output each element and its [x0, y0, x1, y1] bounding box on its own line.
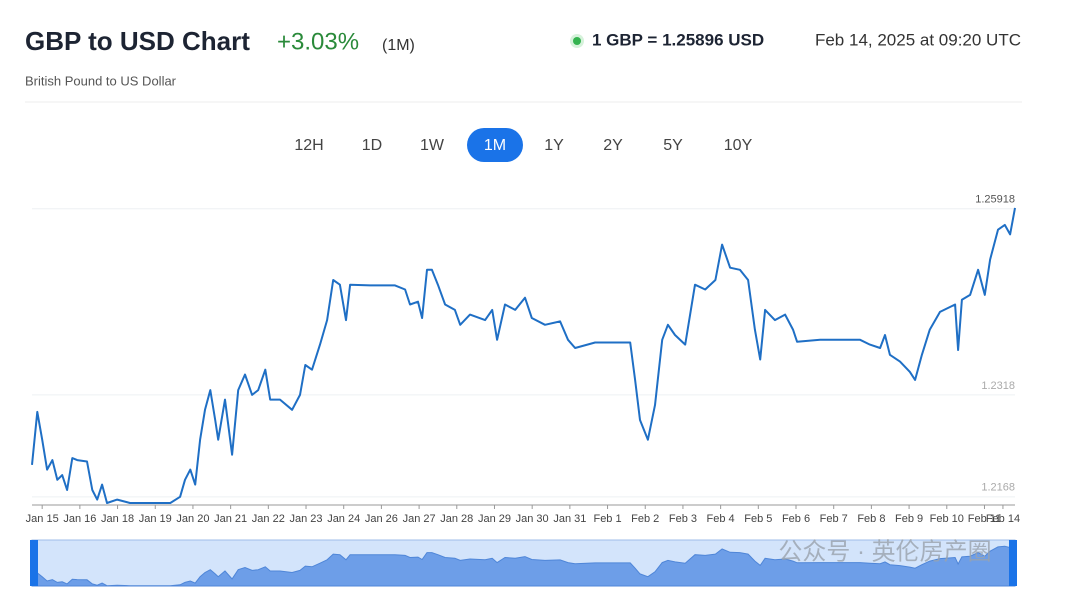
change: +3.03% [277, 28, 359, 55]
range-button[interactable]: 1Y [544, 137, 564, 154]
x-tick-label: Jan 31 [553, 513, 586, 525]
x-tick-label: Jan 18 [101, 513, 134, 525]
x-tick-label: Feb 3 [669, 513, 697, 525]
rate: 1 GBP = 1.25896 USD [592, 30, 764, 49]
x-tick-label: Feb 2 [631, 513, 659, 525]
title: GBP to USD Chart [25, 26, 250, 56]
range-buttons: 12H 1D 1W 1M 1Y 2Y 5Y 10Y [294, 128, 753, 162]
price-line [31, 207, 1016, 504]
live-dot [573, 37, 581, 45]
range-button[interactable]: 2Y [603, 137, 623, 154]
x-tick-label: Jan 22 [252, 513, 285, 525]
x-tick-label: Feb 11 [968, 513, 1001, 525]
x-tick-label: Jan 19 [139, 513, 172, 525]
x-tick-label: Feb 1 [593, 513, 621, 525]
watermark: 公众号 · 英伦房产圈 [778, 538, 991, 565]
x-tick-label: Jan 27 [403, 513, 436, 525]
x-tick-label: Jan 28 [440, 513, 473, 525]
x-tick-label: Jan 16 [63, 513, 96, 525]
x-tick-label: Jan 21 [214, 513, 247, 525]
navigator-area [31, 542, 1016, 587]
x-tick-label: Feb 10 [930, 513, 964, 525]
range-button[interactable]: 1M [484, 137, 506, 154]
x-tick-label: Jan 29 [478, 513, 511, 525]
timestamp: Feb 14, 2025 at 09:20 UTC [815, 30, 1021, 49]
navigator-handle[interactable] [1009, 540, 1017, 586]
navigator-handle[interactable] [30, 540, 38, 586]
range-button-active[interactable] [467, 128, 523, 162]
x-tick-label: Jan 26 [365, 513, 398, 525]
x-tick-label: Jan 15 [26, 513, 59, 525]
plot: 1.25918 1.2318 1.2168 Jan 15 Jan 16 Jan 18 Jan… [26, 194, 1020, 587]
range-button[interactable]: 12H [294, 137, 323, 154]
x-tick-label: Jan 23 [290, 513, 323, 525]
x-tick-label: Feb 6 [782, 513, 810, 525]
y-tick-label: 1.2168 [981, 482, 1015, 494]
x-tick-label: Jan 20 [176, 513, 209, 525]
range-button[interactable]: 10Y [724, 137, 753, 154]
x-tick-label: Jan 30 [516, 513, 549, 525]
x-tick-label: Feb 7 [820, 513, 848, 525]
x-tick-label: Feb 8 [857, 513, 885, 525]
y-tick-label: 1.25918 [975, 194, 1015, 206]
x-tick-label: Feb 9 [895, 513, 923, 525]
range-button[interactable]: 1D [362, 137, 382, 154]
x-tick-label: Feb 5 [744, 513, 772, 525]
x-tick-label: Feb 4 [707, 513, 735, 525]
subtitle: British Pound to US Dollar [25, 73, 177, 88]
range-button[interactable]: 1W [420, 137, 445, 154]
x-tick-label: Feb 14 [986, 513, 1020, 525]
y-tick-label: 1.2318 [981, 380, 1015, 392]
period: (1M) [382, 37, 415, 54]
range-button[interactable]: 5Y [663, 137, 683, 154]
x-tick-label: Jan 24 [327, 513, 360, 525]
